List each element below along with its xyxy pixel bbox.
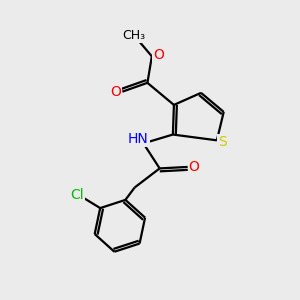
Text: O: O	[153, 48, 164, 62]
Text: CH₃: CH₃	[123, 29, 146, 42]
Text: Cl: Cl	[70, 188, 83, 203]
Text: O: O	[110, 85, 122, 99]
Text: O: O	[189, 160, 200, 174]
Text: S: S	[218, 135, 226, 149]
Text: HN: HN	[128, 132, 148, 146]
